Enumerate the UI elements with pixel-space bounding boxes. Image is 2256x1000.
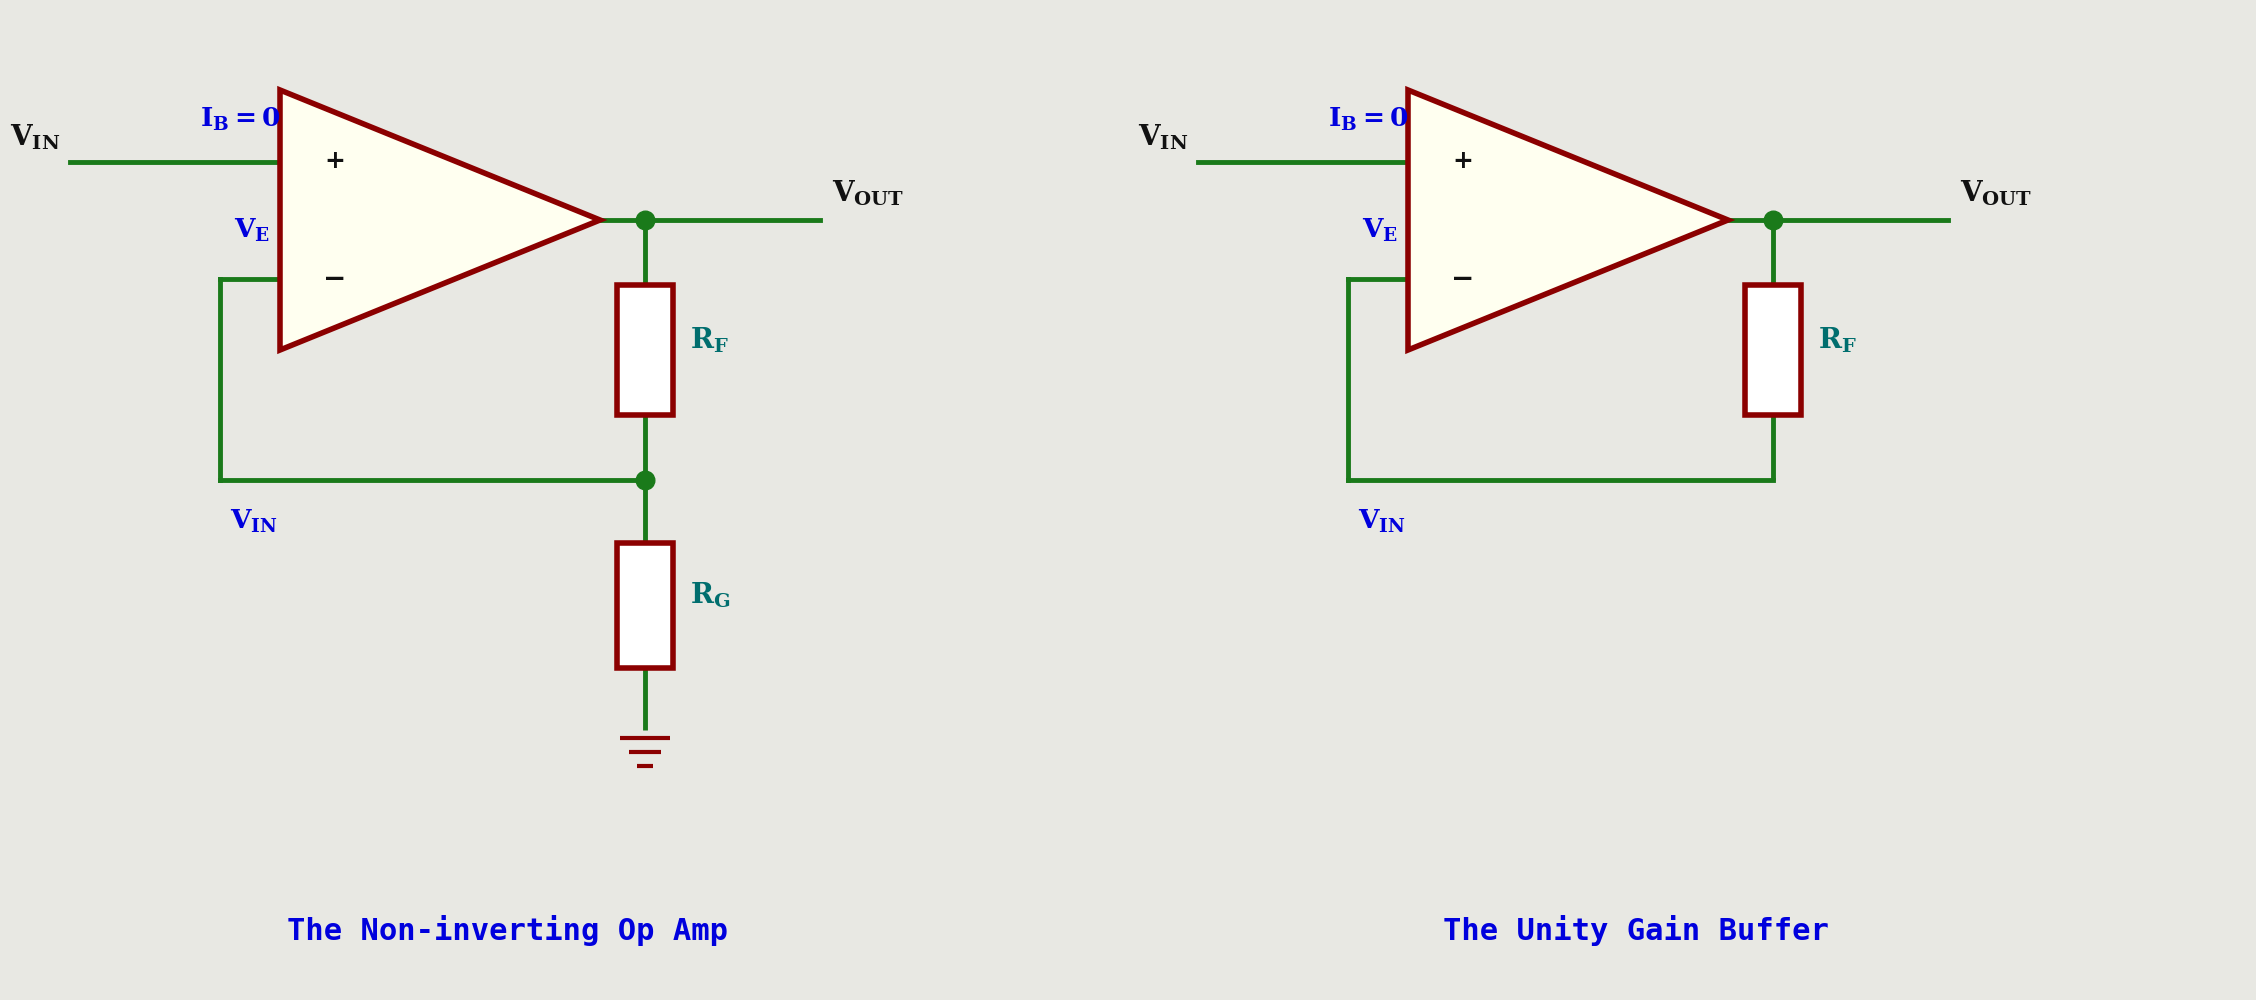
Text: $\mathregular{R_G}$: $\mathregular{R_G}$ [690,580,731,610]
Text: $\mathregular{I_B = 0}$: $\mathregular{I_B = 0}$ [1329,106,1408,133]
Point [1755,212,1791,228]
Point [627,472,663,488]
Text: $\mathregular{V_{IN}}$: $\mathregular{V_{IN}}$ [1358,508,1405,535]
Text: $\mathregular{V_E}$: $\mathregular{V_E}$ [1363,217,1399,244]
Text: $\mathregular{V_{IN}}$: $\mathregular{V_{IN}}$ [9,122,61,151]
Text: The Non-inverting Op Amp: The Non-inverting Op Amp [287,914,729,946]
Text: $\mathregular{V_{IN}}$: $\mathregular{V_{IN}}$ [230,508,277,535]
Polygon shape [1408,90,1728,350]
Text: −: − [323,264,347,292]
Text: The Unity Gain Buffer: The Unity Gain Buffer [1442,914,1830,946]
Text: $\mathregular{I_B = 0}$: $\mathregular{I_B = 0}$ [201,106,280,133]
Text: +: + [325,149,345,174]
Text: $\mathregular{R_F}$: $\mathregular{R_F}$ [690,325,729,355]
Text: $\mathregular{V_{OUT}}$: $\mathregular{V_{OUT}}$ [1960,178,2033,208]
Text: +: + [1453,149,1473,174]
Text: −: − [1451,264,1475,292]
Bar [616,285,672,415]
Point [627,212,663,228]
Text: $\mathregular{R_F}$: $\mathregular{R_F}$ [1818,325,1857,355]
Text: $\mathregular{V_{IN}}$: $\mathregular{V_{IN}}$ [1137,122,1189,151]
Bar [1744,285,1800,415]
Text: $\mathregular{V_E}$: $\mathregular{V_E}$ [235,217,271,244]
Text: $\mathregular{V_{OUT}}$: $\mathregular{V_{OUT}}$ [832,178,905,208]
Polygon shape [280,90,600,350]
Bar [616,542,672,668]
